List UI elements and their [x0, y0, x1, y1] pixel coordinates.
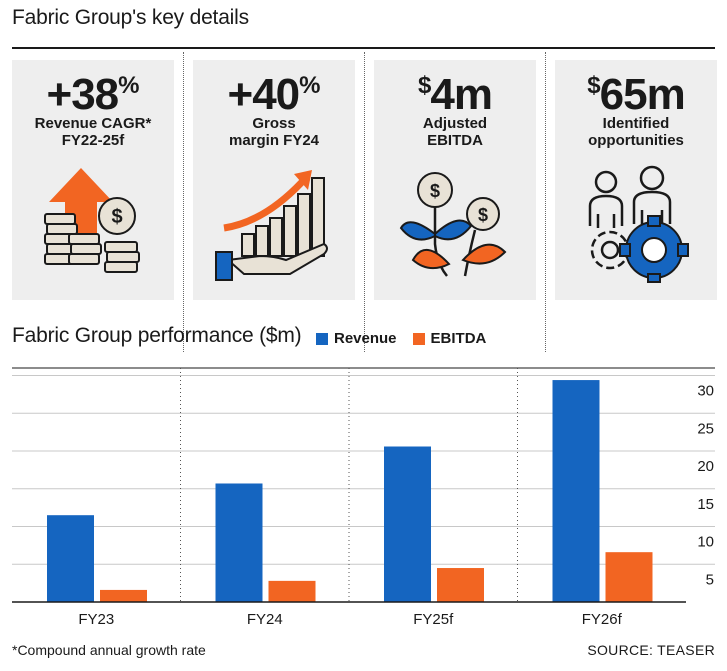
svg-text:$: $ — [111, 206, 122, 228]
card-stat: $4m — [418, 70, 493, 119]
card-identified-opportunities: $65m Identified opportunities — [555, 60, 717, 300]
y-tick-label: 25 — [697, 420, 714, 437]
x-tick-label: FY24 — [247, 611, 283, 628]
y-tick-label: 10 — [697, 534, 714, 551]
legend-item-ebitda: EBITDA — [412, 330, 487, 347]
legend-swatch-ebitda — [412, 332, 425, 345]
coins-arrow-up-icon: $ — [44, 168, 140, 273]
bar-revenue — [384, 446, 431, 602]
bar-ebitda — [268, 580, 316, 602]
y-tick-label: 5 — [706, 571, 714, 588]
card-label: Gross margin FY24 — [228, 115, 320, 149]
title-rule — [12, 47, 715, 49]
bar-revenue — [215, 483, 263, 602]
card-adjusted-ebitda: $4m Adjusted EBITDA $ $ — [374, 60, 536, 300]
key-details-cards: +38% Revenue CAGR* FY22-25f $ +40% — [12, 52, 717, 352]
legend-label-revenue: Revenue — [334, 330, 397, 347]
bar-ebitda — [100, 589, 147, 602]
card-stat: $65m — [587, 70, 685, 119]
card-separator — [183, 52, 184, 352]
legend-swatch-revenue — [316, 332, 328, 345]
card-label: Adjusted EBITDA — [422, 115, 488, 149]
svg-text:$: $ — [478, 205, 488, 225]
page-title: Fabric Group's key details — [12, 6, 249, 29]
x-tick-label: FY26f — [582, 611, 623, 628]
card-separator — [545, 52, 546, 352]
y-tick-label: 30 — [697, 383, 714, 400]
source-credit: SOURCE: TEASER — [587, 642, 715, 658]
bar-revenue — [47, 515, 94, 602]
card-stat: +40% — [227, 70, 321, 119]
money-plant-icon: $ $ — [399, 172, 507, 277]
card-gross-margin: +40% Gross margin FY24 — [193, 60, 355, 300]
bar-ebitda — [437, 568, 484, 602]
y-tick-label: 15 — [697, 496, 714, 513]
y-tick-label: 20 — [697, 458, 714, 475]
people-gear-icon — [588, 165, 689, 283]
performance-bar-chart: 5 10 15 20 25 30 FY23 FY24 FY25f FY26f — [12, 367, 715, 628]
x-tick-label: FY23 — [78, 611, 114, 628]
chart-legend: Revenue EBITDA — [316, 330, 502, 347]
bar-ebitda — [605, 552, 653, 602]
card-stat: +38% — [46, 70, 140, 119]
chart-title: Fabric Group performance ($m) — [12, 324, 302, 347]
card-label: Identified opportunities — [588, 115, 684, 149]
footnote: *Compound annual growth rate — [12, 642, 206, 658]
legend-label-ebitda: EBITDA — [430, 330, 487, 347]
hand-growth-chart-icon — [215, 170, 328, 281]
svg-text:$: $ — [430, 181, 440, 201]
card-separator — [364, 52, 365, 352]
x-tick-label: FY25f — [413, 611, 454, 628]
bar-revenue — [552, 380, 600, 602]
card-label: Revenue CAGR* FY22-25f — [34, 115, 152, 149]
legend-item-revenue: Revenue — [316, 330, 397, 347]
card-revenue-cagr: +38% Revenue CAGR* FY22-25f $ — [12, 60, 174, 300]
